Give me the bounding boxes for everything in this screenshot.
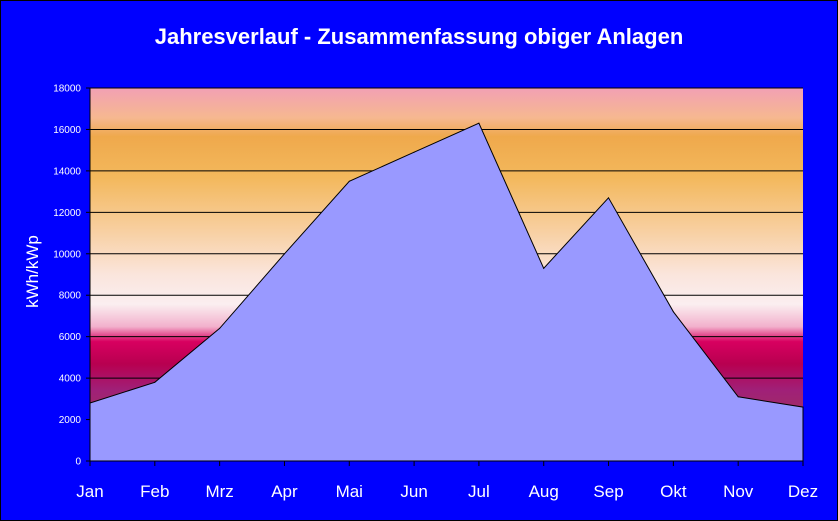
y-tick-label: 8000 [59, 291, 82, 302]
y-tick-label: 16000 [53, 125, 81, 136]
data-point [672, 311, 674, 313]
x-tick-label: Dez [788, 482, 818, 501]
data-point [737, 396, 739, 398]
x-tick-label: Jun [400, 482, 427, 501]
data-point [478, 122, 480, 124]
data-point [348, 180, 350, 182]
y-tick-label: 14000 [53, 166, 81, 177]
x-tick-label: Aug [529, 482, 559, 501]
y-tick-label: 4000 [59, 374, 82, 385]
x-tick-label: Feb [140, 482, 169, 501]
x-tick-label: Apr [271, 482, 298, 501]
data-point [608, 197, 610, 199]
y-tick-label: 12000 [53, 208, 81, 219]
x-tick-label: Nov [723, 482, 754, 501]
x-tick-label: Mrz [205, 482, 233, 501]
x-tick-label: Jul [468, 482, 490, 501]
x-tick-label: Okt [660, 482, 687, 501]
chart-title: Jahresverlauf - Zusammenfassung obiger A… [154, 24, 684, 49]
data-point [413, 151, 415, 153]
data-point [802, 406, 804, 408]
data-point [219, 327, 221, 329]
x-tick-label: Jan [76, 482, 103, 501]
y-tick-label: 2000 [59, 415, 82, 426]
x-tick-label: Sep [593, 482, 623, 501]
x-tick-label: Mai [336, 482, 363, 501]
data-point [283, 253, 285, 255]
data-point [154, 381, 156, 383]
y-tick-label: 18000 [53, 84, 81, 95]
y-tick-label: 6000 [59, 332, 82, 343]
y-tick-label: 10000 [53, 249, 81, 260]
y-tick-label: 0 [75, 457, 81, 468]
data-point [543, 267, 545, 269]
y-axis-label: kWh/kWp [23, 235, 42, 308]
